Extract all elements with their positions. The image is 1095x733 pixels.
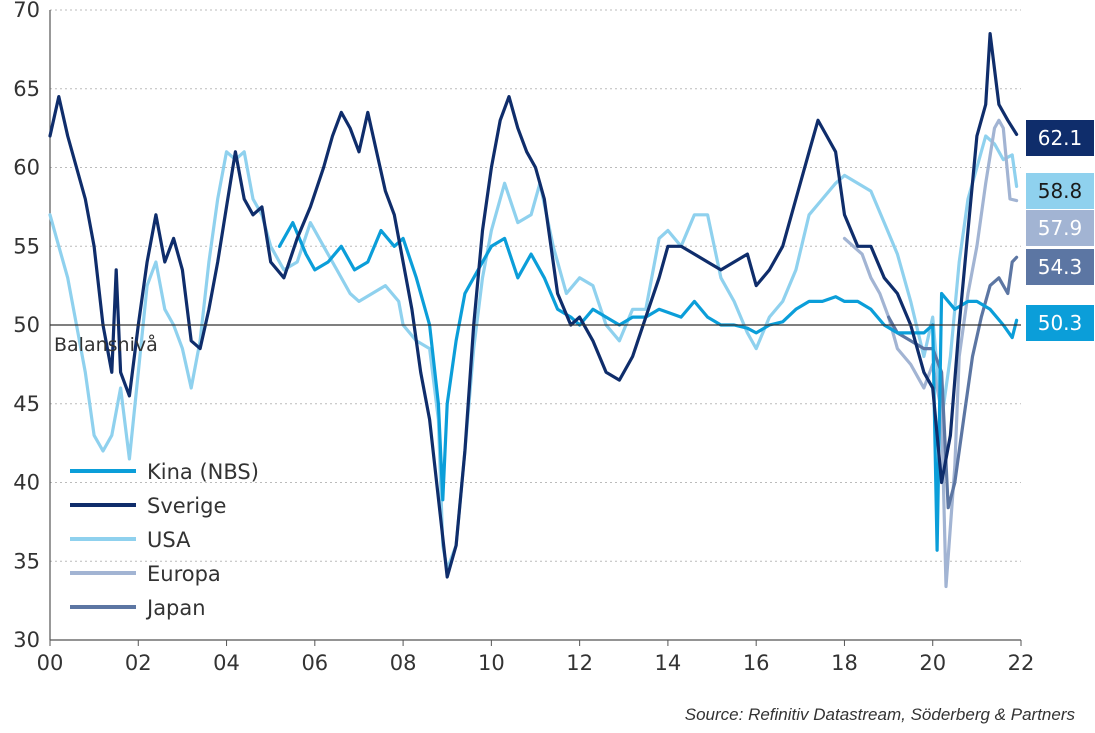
x-tick-label: 04 [213, 651, 240, 675]
x-tick-label: 18 [831, 651, 858, 675]
legend-label: USA [147, 528, 191, 552]
end-value-label: 58.8 [1038, 179, 1083, 203]
legend-label: Japan [145, 596, 206, 620]
series-line-kina-nbs [277, 221, 1019, 552]
x-tick-label: 16 [743, 651, 770, 675]
end-value-labels: 62.1 58.8 57.9 54.3 50.3 [1026, 120, 1094, 341]
x-tick-label: 22 [1008, 651, 1035, 675]
x-tick-label: 20 [919, 651, 946, 675]
end-value-label: 50.3 [1038, 311, 1083, 335]
series-line-sverige [48, 32, 1019, 579]
x-tick-label: 14 [655, 651, 682, 675]
legend-label: Kina (NBS) [147, 460, 259, 484]
end-value-label: 54.3 [1038, 255, 1083, 279]
legend-label: Europa [147, 562, 221, 586]
y-tick-label: 65 [13, 77, 40, 101]
y-axis-tick-labels: 30 35 40 45 50 55 60 65 70 [13, 0, 40, 652]
end-value-box [1026, 173, 1094, 209]
x-axis-tick-labels: 00 02 04 06 08 10 12 14 16 18 20 22 [37, 651, 1035, 675]
source-note: Source: Refinitiv Datastream, Söderberg … [684, 705, 1075, 724]
x-tick-label: 10 [478, 651, 505, 675]
y-tick-label: 70 [13, 0, 40, 22]
y-tick-label: 45 [13, 392, 40, 416]
legend-label: Sverige [147, 494, 226, 518]
y-tick-label: 50 [13, 313, 40, 337]
balance-reference-line: Balansnivå [50, 324, 1021, 356]
end-value-box [1026, 249, 1094, 285]
y-tick-label: 60 [13, 156, 40, 180]
end-value-label: 57.9 [1038, 216, 1083, 240]
legend: Kina (NBS) Sverige USA Europa Japan [70, 460, 259, 620]
y-tick-label: 35 [13, 549, 40, 573]
end-value-box [1026, 120, 1094, 156]
y-tick-label: 40 [13, 471, 40, 495]
axes [49, 10, 1022, 646]
end-value-box [1026, 210, 1094, 246]
y-tick-label: 55 [13, 234, 40, 258]
x-tick-label: 12 [566, 651, 593, 675]
x-tick-label: 06 [301, 651, 328, 675]
x-tick-label: 08 [390, 651, 417, 675]
end-value-box [1026, 305, 1094, 341]
end-value-label: 62.1 [1038, 126, 1083, 150]
series-lines [48, 32, 1019, 589]
x-tick-label: 00 [37, 651, 64, 675]
series-line-europa [842, 118, 1019, 589]
reference-line-label: Balansnivå [54, 333, 158, 356]
y-tick-label: 30 [13, 628, 40, 652]
x-tick-label: 02 [125, 651, 152, 675]
